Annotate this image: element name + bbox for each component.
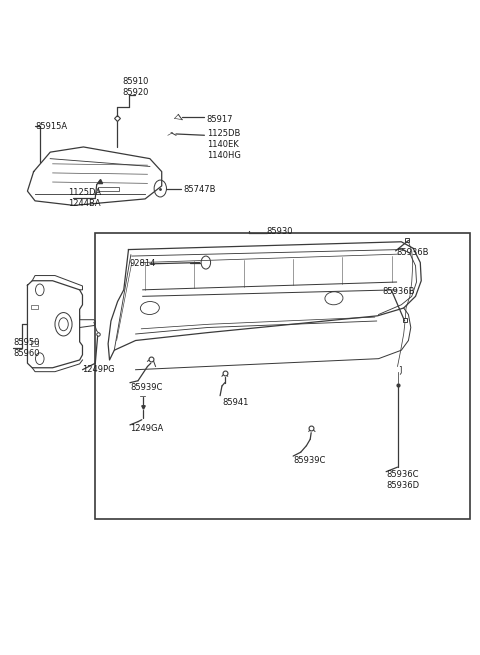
Text: 85939C: 85939C: [293, 456, 325, 465]
Text: 92814: 92814: [130, 259, 156, 269]
Text: 85917: 85917: [207, 115, 233, 124]
Text: 1125DB
1140EK
1140HG: 1125DB 1140EK 1140HG: [207, 129, 240, 160]
Text: 85915A: 85915A: [35, 122, 67, 130]
Bar: [96, 233, 470, 519]
Text: 85936B: 85936B: [383, 288, 415, 296]
Text: 1125DA
1244BA: 1125DA 1244BA: [68, 187, 101, 208]
Text: 85936B: 85936B: [396, 248, 429, 257]
Text: 85941: 85941: [222, 398, 248, 407]
Text: 85936C
85936D: 85936C 85936D: [386, 470, 419, 490]
Text: 1249GA: 1249GA: [130, 424, 163, 433]
Text: 85930: 85930: [266, 227, 293, 236]
Text: 85747B: 85747B: [183, 185, 216, 195]
Text: 1249PG: 1249PG: [83, 365, 115, 374]
Text: 85950
85960: 85950 85960: [13, 338, 40, 358]
Text: 85939C: 85939C: [130, 383, 162, 392]
Text: 85910
85920: 85910 85920: [122, 77, 149, 97]
Circle shape: [55, 312, 72, 336]
